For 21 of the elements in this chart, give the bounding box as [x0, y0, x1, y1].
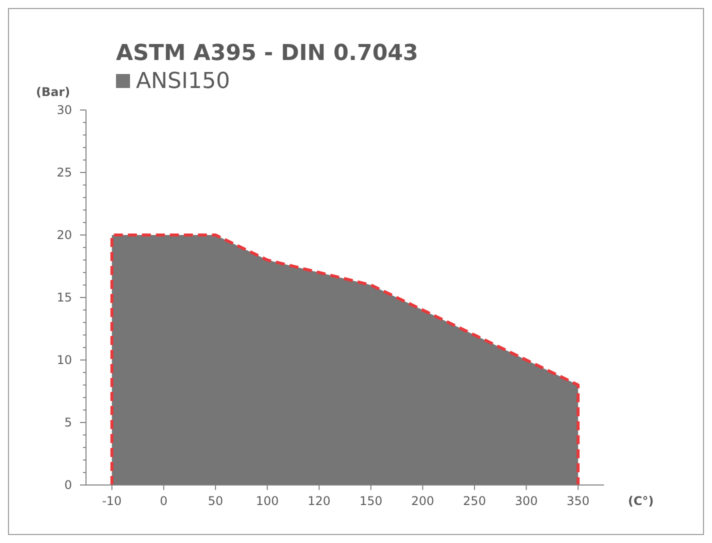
x-tick-label: 300	[514, 494, 538, 508]
x-tick-label: 200	[411, 494, 434, 508]
y-tick-label: 15	[56, 290, 72, 305]
chart-title: ASTM A395 - DIN 0.7043	[116, 41, 418, 66]
y-tick-label: 25	[56, 166, 72, 180]
x-axis-title: (C°)	[628, 494, 654, 508]
y-tick-label: 20	[56, 228, 72, 242]
y-tick-label: 30	[56, 103, 72, 118]
x-tick-label: 150	[359, 494, 382, 508]
y-tick-label: 0	[64, 478, 72, 492]
x-tick-label: 350	[566, 494, 590, 508]
x-tick-label: 0	[160, 494, 168, 508]
x-tick-label: 100	[256, 494, 279, 508]
y-axis-title: (Bar)	[36, 85, 70, 99]
x-tick-label: 50	[208, 494, 224, 508]
x-tick-label: 120	[308, 494, 331, 508]
x-tick-label: 250	[463, 494, 486, 508]
y-tick-label: 5	[64, 416, 72, 430]
y-tick-label: 10	[56, 353, 72, 368]
legend-label: ANSI150	[136, 69, 230, 94]
x-tick-label: -10	[102, 494, 122, 508]
